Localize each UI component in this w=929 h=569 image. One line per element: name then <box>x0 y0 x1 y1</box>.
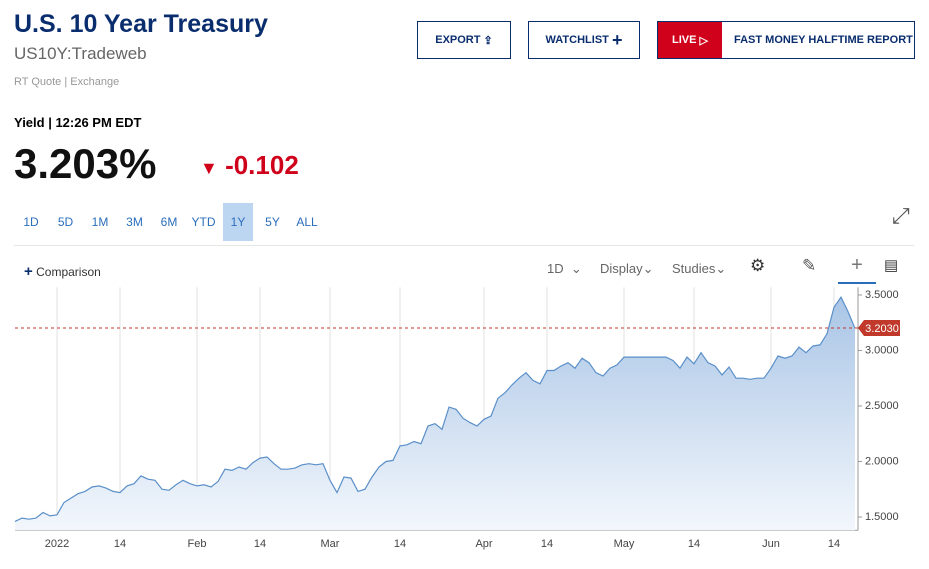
change: ▼ -0.102 <box>200 150 299 180</box>
y-tick-label: 3.5000 <box>865 289 899 301</box>
range-button[interactable]: 1Y <box>223 203 253 241</box>
notes-icon[interactable]: ▤ <box>884 257 899 274</box>
interval-label: 1D <box>547 261 564 276</box>
source: RT Quote | Exchange <box>14 76 120 88</box>
range-button[interactable]: 1M <box>91 215 109 229</box>
x-tick-label: Apr <box>475 538 492 550</box>
y-tick-label: 2.5000 <box>865 400 899 412</box>
interval[interactable]: 1D ⌄ <box>547 261 582 276</box>
live-label: LIVE <box>672 34 697 46</box>
studies[interactable]: Studies⌄ <box>672 261 727 276</box>
export-button[interactable]: EXPORT ⇪ <box>417 21 511 59</box>
range-button[interactable]: ALL <box>296 215 318 229</box>
x-tick-label: Jun <box>762 538 780 550</box>
comparison-label: Comparison <box>36 265 101 279</box>
live-button[interactable]: LIVE ▷ FAST MONEY HALFTIME REPORT <box>657 21 915 59</box>
x-tick-label: 14 <box>114 538 126 550</box>
display[interactable]: Display⌄ <box>600 261 654 276</box>
range-button[interactable]: 5D <box>57 215 74 229</box>
area <box>15 297 855 531</box>
display-label: Display <box>600 261 643 276</box>
x-tick-label: Mar <box>321 538 340 550</box>
expand-icon[interactable]: ⤢ <box>892 203 910 228</box>
x-tick-label: May <box>614 538 635 550</box>
comparison[interactable]: + Comparison <box>24 263 101 280</box>
live-badge: LIVE ▷ <box>658 22 722 58</box>
studies-label: Studies <box>672 261 716 276</box>
price: 3.203% <box>14 140 157 187</box>
x-tick-label: 2022 <box>45 538 69 550</box>
range-button[interactable]: YTD <box>191 215 216 229</box>
show-label: FAST MONEY HALFTIME REPORT <box>734 34 913 46</box>
title: U.S. 10 Year Treasury <box>14 10 268 38</box>
range-button[interactable]: 1D <box>23 215 39 229</box>
y-tick-label: 2.0000 <box>865 455 899 467</box>
quote-label: Yield | 12:26 PM EDT <box>14 115 142 130</box>
range-button[interactable]: 5Y <box>265 215 280 229</box>
x-tick-label: Feb <box>188 538 207 550</box>
crosshair-icon[interactable]: + <box>838 254 876 284</box>
line <box>14 296 856 522</box>
symbol: US10Y:Tradeweb <box>14 44 147 63</box>
divider <box>14 245 914 246</box>
watchlist-button[interactable]: WATCHLIST + <box>528 21 640 59</box>
y-tick-label: 3.0000 <box>865 344 899 356</box>
x-tick-label: 14 <box>254 538 266 550</box>
reference-label: 3.2030 <box>865 323 899 335</box>
x-tick-label: 14 <box>394 538 406 550</box>
x-tick-label: 14 <box>541 538 553 550</box>
range-button[interactable]: 3M <box>126 215 143 229</box>
reference-badge <box>858 319 900 336</box>
button-label: EXPORT <box>435 34 481 46</box>
button-label: WATCHLIST <box>545 34 609 46</box>
x-tick-label: 14 <box>688 538 700 550</box>
draw-icon[interactable]: ✎ <box>802 256 817 275</box>
change-value: -0.102 <box>225 150 299 180</box>
y-tick-label: 1.5000 <box>865 511 899 523</box>
x-tick-label: 14 <box>828 538 840 550</box>
settings-icon[interactable]: ⚙ <box>750 256 766 275</box>
range-button[interactable]: 6M <box>160 215 178 229</box>
